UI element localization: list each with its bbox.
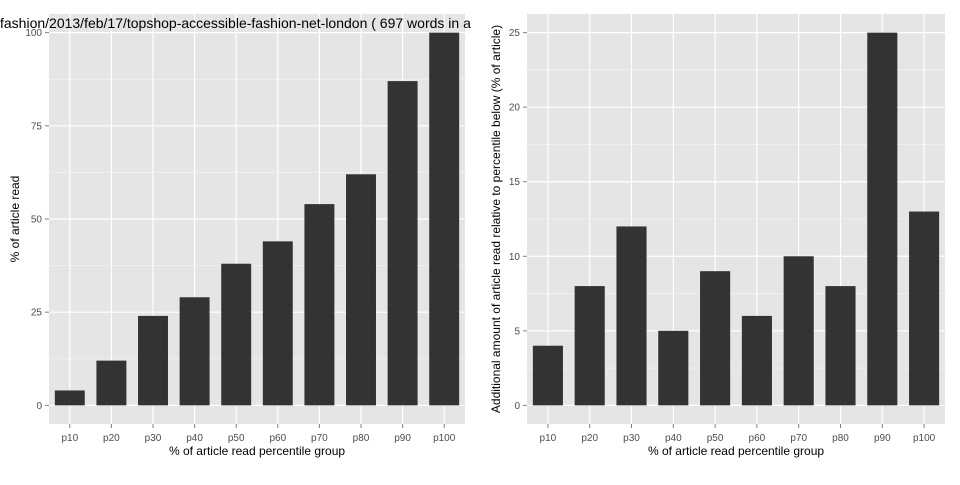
bar-p90 [867,32,898,406]
bar-p70 [783,256,814,406]
y-tick-label: 0 [36,401,42,412]
x-tick-label: p40 [665,433,682,444]
x-tick-label: p30 [145,433,162,444]
bar-p40 [658,330,689,406]
x-axis-title: % of article read percentile group [169,444,345,458]
bar-p10 [532,345,563,406]
x-tick-label: p20 [581,433,598,444]
x-tick-label: p70 [790,433,807,444]
x-tick-label: p100 [913,433,936,444]
chart-panel-2: 0 5 10 15 20 25 p10 p20 p30 p40 p50 p60 p70 p80 p90 p10… [489,14,945,458]
y-axis-title: % of article read [8,176,22,263]
bar-p60 [262,241,293,406]
y-axis-title: Additional amount of article read relati… [489,25,503,413]
x-tick-label: p80 [353,433,370,444]
bar-p50 [700,271,731,406]
y-tick-label: 50 [31,215,43,226]
x-tick-label: p40 [186,433,203,444]
bar-p20 [96,360,127,406]
y-tick-label: 15 [509,177,521,188]
bar-p90 [387,81,418,406]
y-tick-label: 75 [31,121,43,132]
bar-p100 [429,32,460,406]
bar-p80 [825,286,856,406]
bar-p30 [616,226,647,406]
x-tick-label: p70 [311,433,328,444]
y-tick-label: 5 [514,326,520,337]
bar-p100 [909,211,940,406]
x-tick-label: p10 [61,433,78,444]
y-tick-label: 10 [509,252,521,263]
x-tick-label: p90 [394,433,411,444]
chart-panel-1: 0 25 50 75 100 p10 p20 p30 p40 p50 p60 p70 p80 p90 p10… [0,14,471,458]
x-axis-title: % of article read percentile group [648,444,824,458]
y-tick-label: 20 [509,103,521,114]
y-tick-label: 0 [514,401,520,412]
bar-p10 [54,390,85,406]
bar-p50 [221,263,252,406]
x-tick-label: p100 [433,433,456,444]
bar-p70 [304,204,335,406]
y-tick-label: 25 [31,308,43,319]
y-tick-label: 25 [509,28,521,39]
bar-p40 [179,297,210,406]
x-tick-label: p60 [269,433,286,444]
x-tick-label: p50 [228,433,245,444]
x-tick-label: p30 [623,433,640,444]
x-tick-label: p20 [103,433,120,444]
bar-p30 [138,315,168,406]
x-tick-label: p60 [749,433,766,444]
x-tick-label: p80 [832,433,849,444]
bar-p80 [346,174,376,406]
bar-p20 [574,286,605,406]
x-tick-label: p90 [874,433,891,444]
y-tick-label: 100 [25,28,42,39]
x-tick-label: p10 [540,433,557,444]
bar-p60 [741,315,772,406]
x-tick-label: p50 [707,433,724,444]
chart-title: fashion/2013/feb/17/topshop-accessible-f… [0,15,471,31]
